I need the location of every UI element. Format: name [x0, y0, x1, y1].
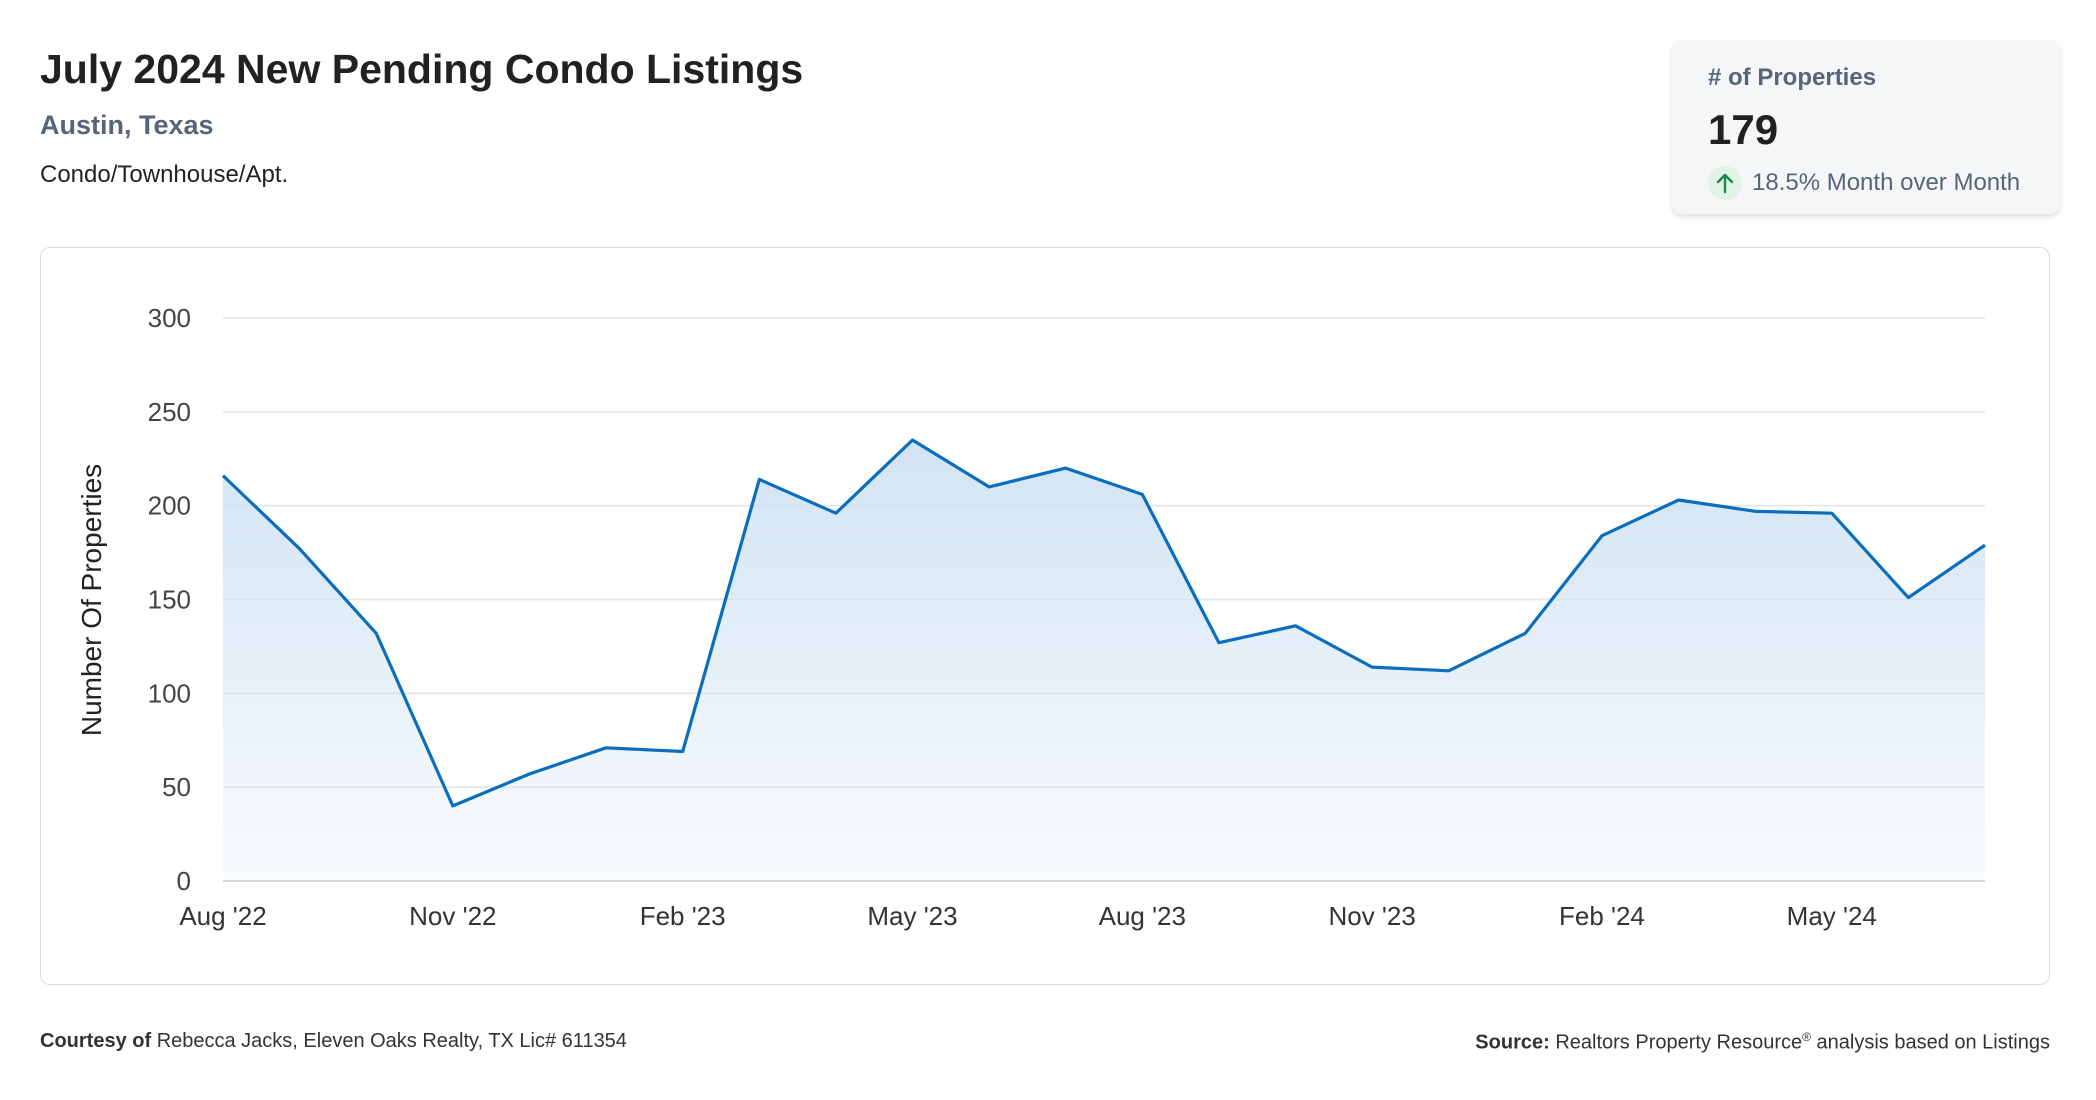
line-chart: 0 50 100 150 200 250 300 Aug '22 Nov '22 Feb '23…: [76, 303, 1986, 931]
stat-value: 179: [1708, 106, 1779, 153]
stat-change-text: 18.5% Month over Month: [1752, 169, 2021, 196]
x-tick-label: Aug '22: [179, 901, 266, 931]
arrow-up-icon: [1708, 166, 1742, 200]
x-tick-label: May '24: [1787, 901, 1877, 931]
y-tick-label: 50: [162, 772, 191, 802]
properties-stat-card: # of Properties 179 18.5% Month over Mon…: [1672, 40, 2060, 214]
source-label: Source:: [1475, 1031, 1550, 1054]
x-tick-label: Nov '23: [1328, 901, 1415, 931]
source-suffix: analysis based on Listings: [1810, 1031, 2051, 1054]
y-tick-label: 250: [148, 397, 191, 427]
x-tick-label: Nov '22: [409, 901, 496, 931]
x-tick-label: Aug '23: [1099, 901, 1186, 931]
x-tick-label: Feb '23: [640, 901, 726, 931]
x-tick-label: Feb '24: [1559, 901, 1645, 931]
source-footer: Source: Realtors Property Resource® anal…: [1475, 1030, 2050, 1055]
chart-container: 0 50 100 150 200 250 300 Aug '22 Nov '22 Feb '23…: [40, 247, 2050, 985]
stat-change: 18.5% Month over Month: [1708, 166, 2024, 200]
y-tick-label: 150: [148, 585, 191, 615]
location-subtitle: Austin, Texas: [40, 110, 214, 140]
x-tick-label: May '23: [867, 901, 957, 931]
property-type-label: Condo/Townhouse/Apt.: [40, 161, 289, 188]
y-tick-label: 0: [177, 866, 191, 896]
courtesy-label: Courtesy of: [40, 1030, 152, 1052]
series-line: [221, 438, 1986, 808]
page-title: July 2024 New Pending Condo Listings: [40, 46, 804, 92]
source-text: Realtors Property Resource: [1555, 1031, 1803, 1054]
y-tick-label: 200: [148, 491, 191, 521]
y-tick-label: 300: [148, 303, 191, 333]
y-axis-label: Number Of Properties: [76, 464, 107, 736]
registered-mark: ®: [1802, 1030, 1811, 1044]
courtesy-footer: Courtesy of Rebecca Jacks, Eleven Oaks R…: [40, 1030, 627, 1053]
stat-label: # of Properties: [1708, 64, 1877, 91]
courtesy-text: Rebecca Jacks, Eleven Oaks Realty, TX Li…: [156, 1030, 627, 1052]
series-area: [223, 440, 1985, 881]
y-tick-label: 100: [148, 678, 191, 708]
